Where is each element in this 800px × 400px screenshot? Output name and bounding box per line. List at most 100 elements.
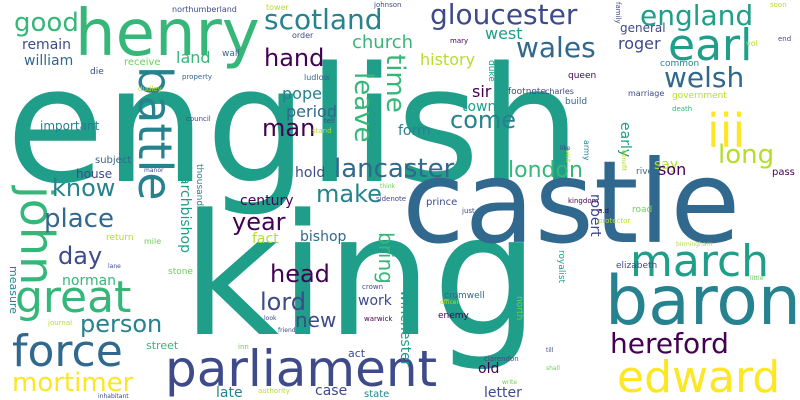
word-benefit: benefit: [620, 150, 627, 172]
word-winchester: winchester: [397, 290, 413, 367]
word-roger: roger: [618, 34, 661, 53]
word-london: london: [508, 158, 583, 183]
word-general: general: [620, 21, 666, 35]
word-earl: earl: [668, 20, 753, 71]
word-common: common: [660, 59, 700, 69]
word-like: like: [560, 145, 571, 152]
word-william: william: [24, 53, 74, 69]
word-crown: crown: [362, 283, 384, 291]
word-parliament: parliament: [165, 340, 438, 398]
word-sir: sir: [472, 82, 492, 101]
word-write: write: [502, 379, 518, 386]
word-church: church: [352, 32, 414, 53]
word-bring: bring: [374, 232, 398, 284]
word-iii: iii: [707, 104, 746, 158]
word-henry: henry: [75, 0, 260, 71]
word-century: century: [240, 193, 294, 209]
word-authority: authority: [258, 387, 290, 395]
word-enemy: enemy: [438, 311, 469, 321]
word-march: march: [630, 236, 770, 287]
word-death: death: [672, 105, 693, 113]
word-pass: pass: [772, 167, 795, 178]
word-subject: subject: [95, 155, 132, 166]
word-look: look: [264, 315, 277, 322]
word-road: road: [632, 205, 653, 215]
word-house: house: [76, 167, 113, 181]
word-a-d: a.d: [598, 207, 609, 215]
word-hand: hand: [264, 44, 325, 72]
word-early: early: [617, 122, 633, 158]
word-robert: robert: [587, 194, 603, 237]
word-officer: officer: [440, 299, 459, 306]
word-force: force: [12, 326, 123, 377]
word-come: come: [450, 106, 517, 134]
word-state: state: [364, 389, 390, 400]
word-form: form: [398, 123, 431, 139]
word-royalist: royalist: [556, 250, 566, 284]
word-end: end: [778, 35, 792, 43]
word-shall: shall: [546, 365, 560, 372]
word-tell: tell: [324, 117, 335, 125]
word-mile: mile: [144, 237, 162, 246]
word-welsh: welsh: [664, 61, 745, 94]
word-inn: inn: [238, 343, 249, 351]
word-good: good: [14, 8, 79, 38]
word-remain: remain: [22, 37, 72, 53]
word-build: build: [565, 97, 588, 107]
word-little: little: [750, 275, 764, 282]
word-gloucester: gloucester: [430, 0, 578, 31]
word-protector: protector: [598, 217, 631, 225]
word-bishop: bishop: [300, 229, 347, 245]
word-place: place: [44, 204, 114, 234]
word-say: say: [654, 157, 679, 173]
word-late: late: [216, 385, 243, 400]
word-soon: soon: [770, 1, 787, 9]
word-town: town: [462, 99, 497, 115]
word-mary: mary: [450, 37, 469, 45]
word-archbishop: archbishop: [177, 176, 193, 253]
word-warwick: warwick: [364, 315, 393, 323]
word-receive: receive: [124, 57, 161, 68]
word-act: act: [348, 347, 366, 360]
word-kingdom: kingdom: [568, 197, 599, 205]
word-footnote: footnote: [508, 87, 546, 97]
word-northumberland: northumberland: [172, 5, 237, 14]
word-think: think: [380, 183, 396, 190]
word-stand: stand: [312, 127, 332, 135]
word-great: great: [15, 272, 132, 323]
word-sidenote: sidenote: [376, 195, 407, 203]
word-vol: vol: [746, 39, 758, 48]
word-mortimer: mortimer: [12, 368, 134, 398]
word-norman: norman: [62, 273, 117, 289]
word-army: army: [582, 140, 591, 161]
word-elizabeth: elizabeth: [616, 261, 658, 271]
word-time: time: [380, 54, 410, 113]
word-king: king: [182, 178, 540, 374]
word-work: work: [358, 293, 392, 309]
word-duke: duke: [486, 60, 496, 82]
word-year: year: [232, 208, 286, 236]
word-government: government: [672, 91, 727, 101]
word-clarendon: clarendon: [484, 355, 519, 363]
word-battle: battle: [128, 66, 182, 201]
word-hereford: hereford: [610, 327, 729, 360]
word-make: make: [316, 180, 382, 208]
word-history: history: [420, 50, 476, 69]
word-person: person: [80, 310, 163, 338]
word-west: west: [485, 24, 523, 43]
word-letter: letter: [484, 385, 522, 400]
word-period: period: [286, 102, 337, 121]
word-ludlow: ludlow: [304, 73, 331, 82]
word-lord: lord: [260, 288, 307, 316]
word-pope: pope: [282, 84, 322, 103]
word-street: street: [146, 339, 179, 352]
word-return: return: [106, 233, 134, 243]
word-johnson: johnson: [374, 1, 402, 9]
word-journal: journal: [48, 319, 73, 327]
word-fact: fact: [252, 231, 279, 247]
word-family: family: [614, 2, 622, 24]
word-day: day: [58, 242, 103, 270]
word-baron: baron: [605, 262, 800, 341]
word-son: son: [658, 160, 687, 179]
word-till: till: [546, 347, 554, 354]
